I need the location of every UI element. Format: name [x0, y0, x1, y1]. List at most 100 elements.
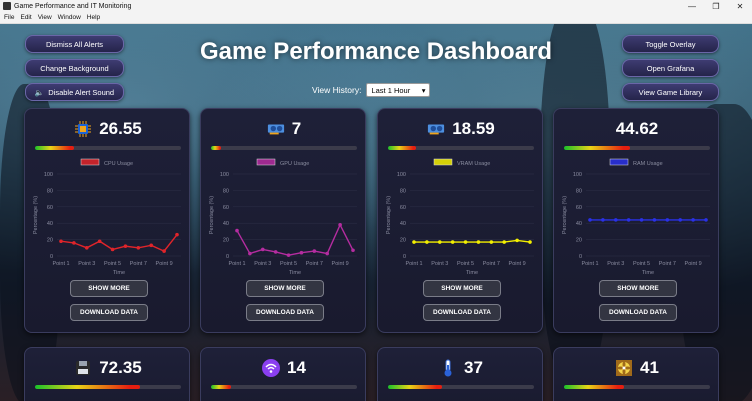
y-tick-label: 0	[50, 254, 53, 260]
show-more-button[interactable]: SHOW MORE	[246, 280, 324, 297]
gpu-value: 7	[291, 119, 302, 138]
x-tick-label: Point 1	[405, 261, 422, 267]
disk-level-bar	[35, 385, 181, 389]
y-tick-label: 60	[576, 205, 582, 211]
y-axis-label: Percentage (%)	[386, 196, 392, 234]
data-point	[110, 247, 115, 252]
menu-window[interactable]: Window	[57, 14, 81, 21]
toggle-overlay-button[interactable]: Toggle Overlay	[622, 35, 719, 53]
alert-sound-label: Disable Alert Sound	[48, 87, 115, 97]
x-tick-label: Point 1	[581, 261, 598, 267]
data-point	[528, 240, 532, 244]
vram-value: 18.59	[452, 119, 495, 138]
vram-icon	[427, 120, 445, 138]
x-tick-label: Point 3	[431, 261, 448, 267]
show-more-button[interactable]: SHOW MORE	[599, 280, 677, 297]
window-titlebar: Game Performance and IT Monitoring — ❐ ✕	[0, 0, 752, 12]
y-tick-label: 20	[576, 238, 582, 244]
gpu-level-bar	[211, 146, 357, 150]
change-background-button[interactable]: Change Background	[25, 59, 124, 77]
history-selected-value: Last 1 Hour	[371, 85, 411, 95]
y-tick-label: 60	[400, 205, 406, 211]
gpu-temp-level-bar	[564, 385, 710, 389]
chevron-down-icon: ▾	[421, 85, 426, 95]
menu-file[interactable]: File	[4, 14, 15, 21]
show-more-button[interactable]: SHOW MORE	[423, 280, 501, 297]
page-title: Game Performance Dashboard	[199, 38, 553, 65]
x-tick-label: Point 1	[228, 261, 245, 267]
dismiss-alerts-button[interactable]: Dismiss All Alerts	[25, 35, 124, 53]
history-control: View History: Last 1 Hour ▾	[312, 83, 431, 97]
ram-level-bar	[564, 146, 710, 150]
data-point	[639, 218, 644, 222]
y-tick-label: 80	[47, 188, 53, 194]
fan-icon	[615, 359, 633, 377]
x-tick-label: Point 5	[633, 261, 650, 267]
gpu-temp-card: 41	[553, 347, 719, 401]
disk-value: 72.35	[99, 358, 142, 377]
gpu-temp-value: 41	[640, 358, 659, 377]
data-point	[437, 240, 442, 244]
legend-swatch	[609, 158, 629, 166]
y-axis-label: Percentage (%)	[209, 196, 215, 234]
legend-label: CPU Usage	[104, 161, 133, 167]
x-tick-label: Point 9	[509, 261, 526, 267]
maximize-icon[interactable]: ❐	[712, 1, 720, 11]
download-data-button[interactable]: DOWNLOAD DATA	[246, 304, 324, 321]
x-tick-label: Point 3	[607, 261, 624, 267]
menu-view[interactable]: View	[37, 14, 52, 21]
y-tick-label: 100	[573, 172, 582, 178]
data-point	[502, 240, 507, 244]
cpu-temp-card: 37	[377, 347, 543, 401]
cpu-usage-chart: CPU Usage 0 20 40 60 80 100 Percentage (%) Point…	[33, 158, 181, 276]
gpu-card: 7 GPU Usage 0 20 40 60 80 100 Percentage (%) Poi…	[200, 108, 366, 333]
data-point	[425, 240, 429, 244]
view-game-library-button[interactable]: View Game Library	[622, 83, 719, 101]
y-tick-label: 80	[576, 188, 582, 194]
window-title: Game Performance and IT Monitoring	[14, 2, 132, 10]
show-more-button[interactable]: SHOW MORE	[70, 280, 148, 297]
y-tick-label: 20	[400, 238, 406, 244]
download-data-button[interactable]: DOWNLOAD DATA	[423, 304, 501, 321]
menu-help[interactable]: Help	[86, 14, 101, 21]
gpu-icon	[267, 120, 285, 138]
open-grafana-button[interactable]: Open Grafana	[622, 59, 719, 77]
cpu-temp-value: 37	[464, 358, 483, 377]
download-data-button[interactable]: DOWNLOAD DATA	[599, 304, 677, 321]
cpu-icon	[74, 120, 92, 138]
data-point	[149, 243, 154, 248]
data-point	[273, 250, 278, 254]
data-point	[175, 232, 179, 237]
data-point	[450, 240, 455, 244]
y-tick-label: 100	[220, 172, 229, 178]
ram-usage-chart: RAM Usage 0 20 40 60 80 100 Percentage (%) Point…	[562, 158, 710, 276]
menu-bar: File Edit View Window Help	[0, 12, 752, 24]
data-point	[665, 218, 670, 222]
y-tick-label: 0	[226, 254, 229, 260]
legend-swatch	[256, 158, 276, 166]
data-point	[260, 247, 265, 252]
network-level-bar	[211, 385, 357, 389]
y-tick-label: 40	[47, 221, 53, 227]
legend-swatch	[80, 158, 100, 166]
history-select[interactable]: Last 1 Hour ▾	[366, 83, 431, 97]
data-point	[476, 240, 481, 244]
data-point	[691, 218, 695, 222]
x-tick-label: Point 7	[306, 261, 323, 267]
data-point	[412, 240, 416, 244]
minimize-icon[interactable]: —	[688, 1, 696, 11]
menu-edit[interactable]: Edit	[20, 14, 32, 21]
download-data-button[interactable]: DOWNLOAD DATA	[70, 304, 148, 321]
close-icon[interactable]: ✕	[736, 1, 744, 11]
y-axis-label: Percentage (%)	[562, 196, 568, 234]
data-point	[463, 240, 468, 244]
x-tick-label: Point 9	[685, 261, 702, 267]
x-axis-label: Time	[466, 270, 478, 276]
ram-card: 44.62 RAM Usage 0 20 40 60 80 100 Percentage (%…	[553, 108, 719, 333]
data-point	[515, 238, 519, 243]
legend-label: RAM Usage	[633, 161, 663, 167]
alert-sound-button[interactable]: 🔈 Disable Alert Sound	[25, 83, 124, 101]
vram-card: 18.59 VRAM Usage 0 20 40 60 80 100 Percentage (…	[377, 108, 543, 333]
history-label: View History:	[312, 85, 362, 95]
y-tick-label: 80	[223, 188, 229, 194]
